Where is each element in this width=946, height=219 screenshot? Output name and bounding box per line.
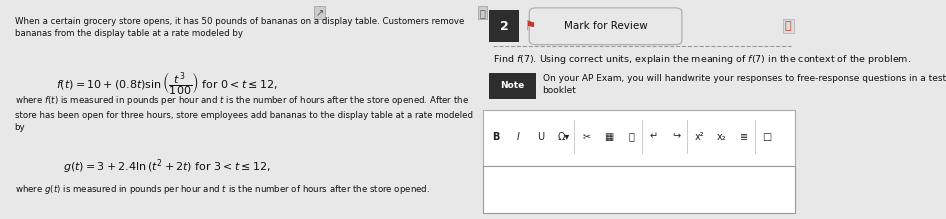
Text: where $g(t)$ is measured in pounds per hour and $t$ is the number of hours after: where $g(t)$ is measured in pounds per h… (15, 183, 429, 196)
FancyBboxPatch shape (489, 10, 519, 42)
Text: ⎘: ⎘ (628, 132, 635, 141)
Text: Find $f(7)$. Using correct units, explain the meaning of $f(7)$ in the context o: Find $f(7)$. Using correct units, explai… (493, 53, 911, 66)
Text: ↗: ↗ (315, 8, 324, 18)
Text: Note: Note (500, 81, 525, 90)
Text: ↪: ↪ (673, 132, 681, 141)
Text: ▦: ▦ (604, 132, 614, 141)
Text: When a certain grocery store opens, it has 50 pounds of bananas on a display tab: When a certain grocery store opens, it h… (15, 16, 464, 38)
Text: ⚑: ⚑ (525, 20, 536, 33)
Text: x²: x² (694, 132, 704, 141)
Text: B: B (492, 132, 499, 141)
Text: Ω▾: Ω▾ (557, 132, 569, 141)
Text: ⎘: ⎘ (480, 8, 485, 18)
Text: $f(t) = 10 + (0.8t)\sin\left(\dfrac{t^3}{100}\right)$ for $0 < t \leq 12,$: $f(t) = 10 + (0.8t)\sin\left(\dfrac{t^3}… (57, 71, 278, 98)
FancyBboxPatch shape (529, 8, 682, 45)
Text: 2: 2 (500, 20, 509, 33)
Text: ✂: ✂ (583, 132, 590, 141)
Text: □: □ (762, 132, 772, 141)
Text: ⎓: ⎓ (785, 21, 792, 31)
Text: x₂: x₂ (717, 132, 727, 141)
FancyBboxPatch shape (482, 110, 795, 166)
FancyBboxPatch shape (482, 166, 795, 213)
Text: ≣: ≣ (741, 132, 748, 141)
Text: On your AP Exam, you will handwrite your responses to free-response questions in: On your AP Exam, you will handwrite your… (542, 74, 946, 95)
Text: I: I (517, 132, 520, 141)
Text: ↵: ↵ (650, 132, 658, 141)
FancyBboxPatch shape (489, 73, 535, 99)
Text: U: U (537, 132, 545, 141)
Text: $g(t) = 3 + 2.4\ln\left(t^2 + 2t\right)$ for $3 < t \leq 12,$: $g(t) = 3 + 2.4\ln\left(t^2 + 2t\right)$… (63, 157, 272, 176)
Text: Mark for Review: Mark for Review (564, 21, 647, 31)
Text: where $f(t)$ is measured in pounds per hour and $t$ is the number of hours after: where $f(t)$ is measured in pounds per h… (15, 94, 473, 132)
